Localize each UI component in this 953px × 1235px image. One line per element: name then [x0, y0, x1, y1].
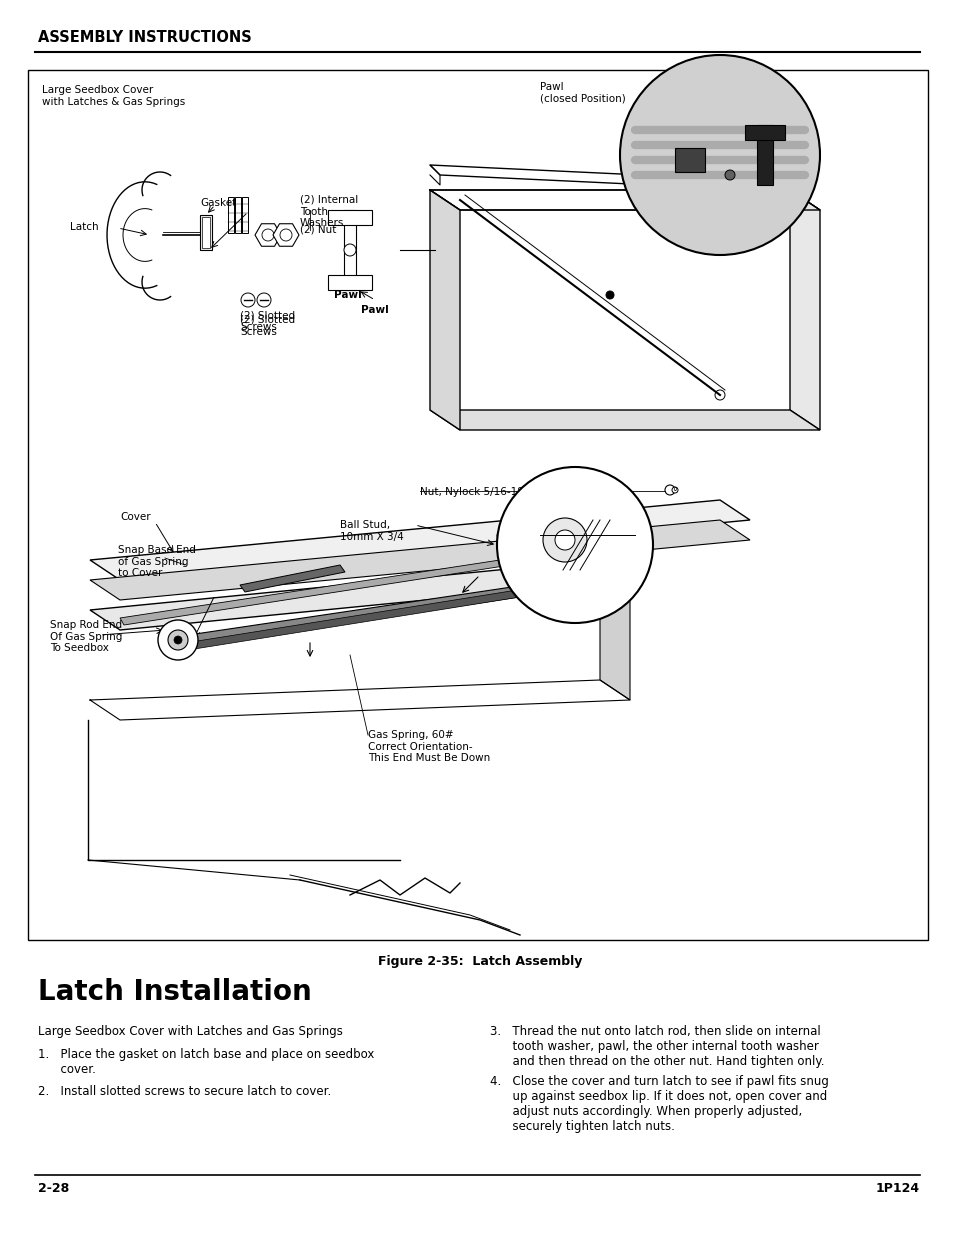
- Text: Snap Base End
of Gas Spring
to Cover: Snap Base End of Gas Spring to Cover: [118, 545, 195, 578]
- Circle shape: [256, 293, 271, 308]
- Bar: [675, 148, 704, 172]
- Circle shape: [168, 630, 188, 650]
- Circle shape: [619, 56, 820, 254]
- Polygon shape: [273, 224, 298, 246]
- Text: (2) Slotted
Screws: (2) Slotted Screws: [240, 315, 294, 337]
- Text: Ball Stud,
10mm X 3/4: Ball Stud, 10mm X 3/4: [339, 520, 403, 542]
- Circle shape: [158, 620, 198, 659]
- Polygon shape: [240, 564, 345, 592]
- Text: (2) Internal
Tooth
Washers: (2) Internal Tooth Washers: [299, 195, 358, 228]
- Circle shape: [241, 293, 254, 308]
- Polygon shape: [174, 568, 644, 648]
- Text: °: °: [671, 487, 676, 496]
- Polygon shape: [90, 500, 749, 580]
- Text: Latch Installation: Latch Installation: [38, 978, 312, 1007]
- Bar: [234, 198, 241, 233]
- Text: Large Seedbox Cover
with Latches & Gas Springs: Large Seedbox Cover with Latches & Gas S…: [42, 85, 185, 106]
- Text: (2) Slotted
Screws: (2) Slotted Screws: [240, 310, 294, 332]
- Bar: [328, 275, 372, 290]
- Text: Snap Rod End
Of Gas Spring
To Seedbox: Snap Rod End Of Gas Spring To Seedbox: [50, 620, 122, 653]
- Circle shape: [262, 228, 274, 241]
- Circle shape: [497, 467, 652, 622]
- Circle shape: [173, 636, 182, 643]
- Text: Gas Spring, 60#
Correct Orientation-
This End Must Be Down: Gas Spring, 60# Correct Orientation- Thi…: [368, 730, 490, 763]
- Bar: [28, 70, 927, 940]
- Text: 1.   Place the gasket on latch base and place on seedbox
      cover.: 1. Place the gasket on latch base and pl…: [38, 1049, 374, 1076]
- Circle shape: [344, 245, 355, 256]
- Text: 3.   Thread the nut onto latch rod, then slide on internal
      tooth washer, p: 3. Thread the nut onto latch rod, then s…: [490, 1025, 823, 1068]
- Polygon shape: [254, 224, 281, 246]
- Text: Latch: Latch: [70, 222, 98, 232]
- Polygon shape: [90, 559, 629, 630]
- Polygon shape: [90, 520, 749, 600]
- Polygon shape: [185, 572, 633, 650]
- Circle shape: [280, 228, 292, 241]
- Polygon shape: [430, 190, 820, 210]
- Circle shape: [724, 170, 734, 180]
- Polygon shape: [430, 410, 820, 430]
- Text: ASSEMBLY INSTRUCTIONS: ASSEMBLY INSTRUCTIONS: [38, 30, 252, 44]
- Circle shape: [664, 485, 675, 495]
- Circle shape: [714, 390, 724, 400]
- Polygon shape: [430, 190, 459, 430]
- Bar: [242, 198, 248, 233]
- Text: Large Seedbox Cover with Latches and Gas Springs: Large Seedbox Cover with Latches and Gas…: [38, 1025, 342, 1037]
- Text: (2) Nut: (2) Nut: [299, 225, 336, 235]
- Circle shape: [605, 291, 614, 299]
- Text: 1P124: 1P124: [875, 1182, 919, 1195]
- Polygon shape: [120, 559, 503, 625]
- Circle shape: [542, 517, 586, 562]
- Bar: [202, 217, 210, 248]
- Bar: [328, 210, 372, 225]
- Text: Cover: Cover: [120, 513, 151, 522]
- Polygon shape: [599, 559, 629, 700]
- Bar: [200, 215, 212, 249]
- Text: 4.   Close the cover and turn latch to see if pawl fits snug
      up against se: 4. Close the cover and turn latch to see…: [490, 1074, 828, 1132]
- Text: Pawl: Pawl: [361, 305, 389, 315]
- Text: Figure 2-35:  Latch Assembly: Figure 2-35: Latch Assembly: [377, 955, 581, 968]
- Text: 2.   Install slotted screws to secure latch to cover.: 2. Install slotted screws to secure latc…: [38, 1086, 331, 1098]
- Bar: [344, 210, 355, 290]
- Text: 2-28: 2-28: [38, 1182, 70, 1195]
- Circle shape: [671, 487, 678, 493]
- Text: Pawl: Pawl: [334, 290, 361, 300]
- Text: Nut, Nylock 5/16-18: Nut, Nylock 5/16-18: [419, 487, 523, 496]
- Polygon shape: [430, 165, 800, 191]
- Circle shape: [555, 530, 575, 550]
- Text: Gasket: Gasket: [200, 198, 236, 207]
- Bar: [228, 198, 233, 233]
- Bar: [744, 125, 784, 140]
- Polygon shape: [789, 190, 820, 430]
- Text: Pawl
(closed Position): Pawl (closed Position): [539, 82, 625, 104]
- Bar: [757, 125, 772, 185]
